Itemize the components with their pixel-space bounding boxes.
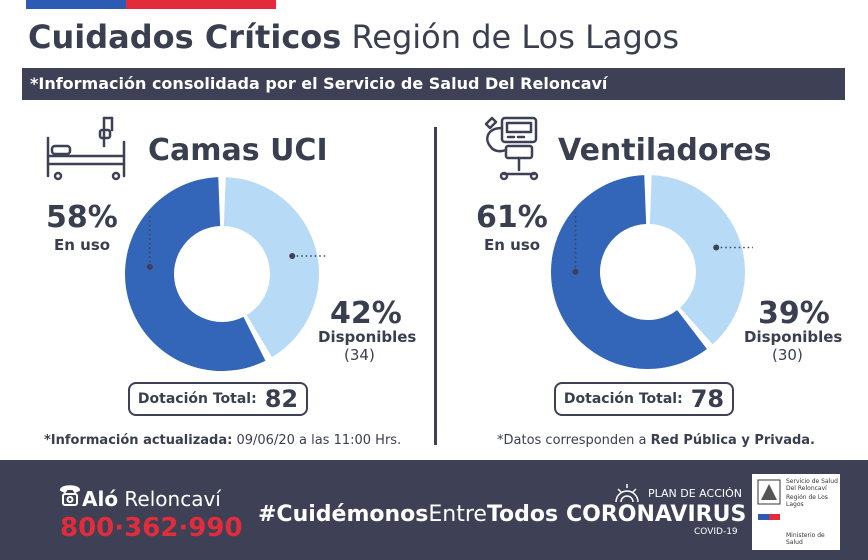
seal-text: Servicio de Salud Del Reloncaví Región d… [786, 478, 838, 508]
seal-ministry: Ministerio de Salud [786, 532, 825, 546]
hashtag: #CuidémonosEntreTodos [258, 502, 559, 527]
chart-title-ventiladores: Ventiladores [558, 133, 772, 168]
available-count-camas: (34) [344, 346, 375, 364]
donut-camas-uci [124, 177, 327, 371]
info-banner: *Información consolidada por el Servicio… [22, 68, 845, 100]
section-divider [434, 127, 437, 445]
government-seal: Servicio de Salud Del Reloncaví Región d… [752, 474, 840, 550]
available-label-camas: Disponibles [318, 328, 417, 346]
slice-in-use [550, 175, 707, 369]
virus-icon [615, 484, 639, 502]
government-seal-icon [757, 479, 781, 520]
footer [0, 460, 868, 560]
available-label-ventiladores: Disponibles [744, 328, 843, 346]
ventilator-icon [484, 116, 539, 181]
hospital-bed-icon [46, 116, 126, 181]
page-title: Cuidados Críticos Región de Los Lagos [28, 18, 680, 56]
covid-label: COVID-19 [694, 527, 738, 537]
in-use-pct-camas: 58% [46, 200, 118, 235]
data-source-note: *Datos corresponden a Red Pública y Priv… [497, 433, 815, 448]
slice-in-use [124, 177, 266, 371]
phone-label: Aló Reloncaví [82, 487, 221, 511]
total-box-ventiladores: Dotación Total: 78 [554, 382, 734, 416]
slice-available [223, 177, 319, 358]
total-box-camas: Dotación Total: 82 [128, 382, 308, 416]
phone-number: 800·362·990 [60, 513, 243, 543]
campaign-label: CORONAVIRUS [566, 502, 747, 527]
available-pct-camas: 42% [330, 296, 402, 331]
slice-available [649, 175, 745, 345]
available-count-ventiladores: (30) [772, 346, 803, 364]
in-use-label-ventiladores: En uso [484, 236, 541, 254]
update-note: *Información actualizada: 09/06/20 a las… [44, 433, 402, 448]
plan-label: PLAN DE ACCIÓN [648, 487, 743, 500]
available-pct-ventiladores: 39% [758, 296, 830, 331]
donut-ventiladores [550, 175, 753, 369]
chart-title-camas: Camas UCI [148, 133, 328, 168]
in-use-label-camas: En uso [54, 236, 111, 254]
phone-icon [59, 485, 81, 506]
in-use-pct-ventiladores: 61% [476, 200, 548, 235]
flag-stripe [26, 0, 276, 9]
